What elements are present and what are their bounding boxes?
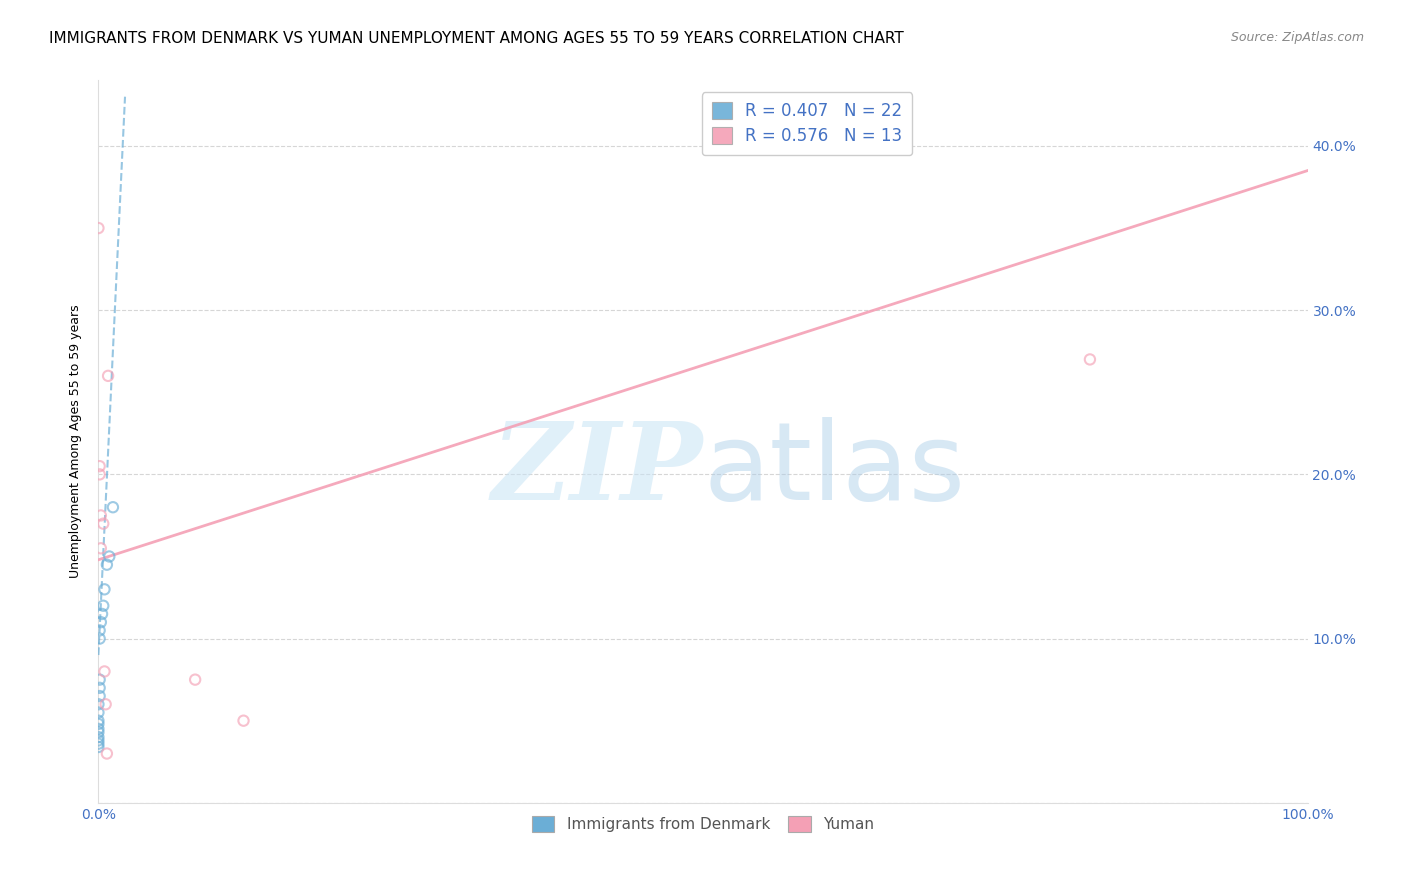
Point xyxy=(96,747,118,761)
Point xyxy=(90,508,112,523)
Text: Source: ZipAtlas.com: Source: ZipAtlas.com xyxy=(1230,31,1364,45)
Point xyxy=(101,500,124,515)
Point xyxy=(97,368,120,383)
Point xyxy=(89,624,111,638)
Point xyxy=(91,607,114,621)
Point xyxy=(89,632,111,646)
Point xyxy=(87,714,110,728)
Point xyxy=(98,549,121,564)
Point xyxy=(87,730,110,744)
Point xyxy=(87,698,110,712)
Point xyxy=(87,725,110,739)
Point xyxy=(184,673,207,687)
Text: ZIP: ZIP xyxy=(492,417,703,524)
Point xyxy=(87,717,110,731)
Point xyxy=(89,673,111,687)
Point xyxy=(90,615,112,630)
Point xyxy=(90,541,112,556)
Point xyxy=(94,698,117,712)
Point xyxy=(96,558,118,572)
Point xyxy=(89,681,111,695)
Point xyxy=(87,733,110,747)
Point xyxy=(89,467,111,482)
Point xyxy=(93,582,115,597)
Point xyxy=(89,689,111,703)
Legend: Immigrants from Denmark, Yuman: Immigrants from Denmark, Yuman xyxy=(526,810,880,838)
Point xyxy=(87,737,110,751)
Point xyxy=(91,516,114,531)
Text: atlas: atlas xyxy=(703,417,965,524)
Point xyxy=(87,706,110,720)
Point xyxy=(232,714,254,728)
Point xyxy=(93,665,115,679)
Point xyxy=(87,722,110,736)
Point xyxy=(1078,352,1101,367)
Text: IMMIGRANTS FROM DENMARK VS YUMAN UNEMPLOYMENT AMONG AGES 55 TO 59 YEARS CORRELAT: IMMIGRANTS FROM DENMARK VS YUMAN UNEMPLO… xyxy=(49,31,904,46)
Point xyxy=(87,739,110,754)
Point xyxy=(89,459,111,474)
Point xyxy=(87,221,110,235)
Point xyxy=(91,599,114,613)
Y-axis label: Unemployment Among Ages 55 to 59 years: Unemployment Among Ages 55 to 59 years xyxy=(69,305,83,578)
